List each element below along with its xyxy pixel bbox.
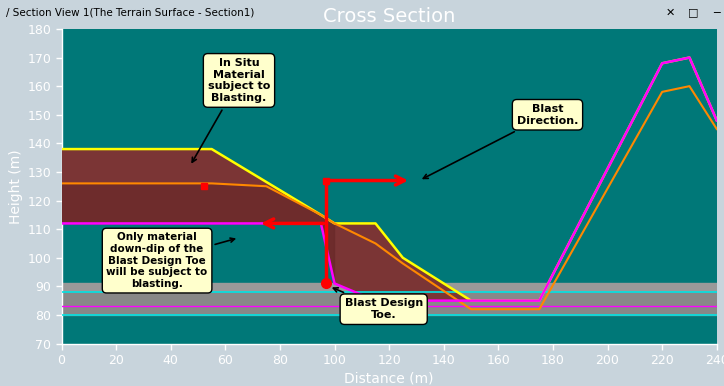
Text: / Section View 1(The Terrain Surface - Section1): / Section View 1(The Terrain Surface - S… <box>6 8 254 17</box>
Polygon shape <box>62 292 717 315</box>
Y-axis label: Height (m): Height (m) <box>9 149 23 223</box>
X-axis label: Distance (m): Distance (m) <box>345 371 434 385</box>
Text: Only material
down-dip of the
Blast Design Toe
will be subject to
blasting.: Only material down-dip of the Blast Desi… <box>106 232 235 289</box>
Text: ✕: ✕ <box>666 8 675 17</box>
Polygon shape <box>62 149 334 283</box>
Text: ─: ─ <box>713 8 720 17</box>
Polygon shape <box>334 58 717 301</box>
Text: Blast
Direction.: Blast Direction. <box>424 104 578 178</box>
Text: Blast Design
Toe.: Blast Design Toe. <box>333 288 423 320</box>
Text: □: □ <box>689 8 699 17</box>
Polygon shape <box>62 183 334 283</box>
Polygon shape <box>62 283 717 292</box>
Title: Cross Section: Cross Section <box>323 7 455 26</box>
Text: In Situ
Material
subject to
Blasting.: In Situ Material subject to Blasting. <box>192 58 270 162</box>
